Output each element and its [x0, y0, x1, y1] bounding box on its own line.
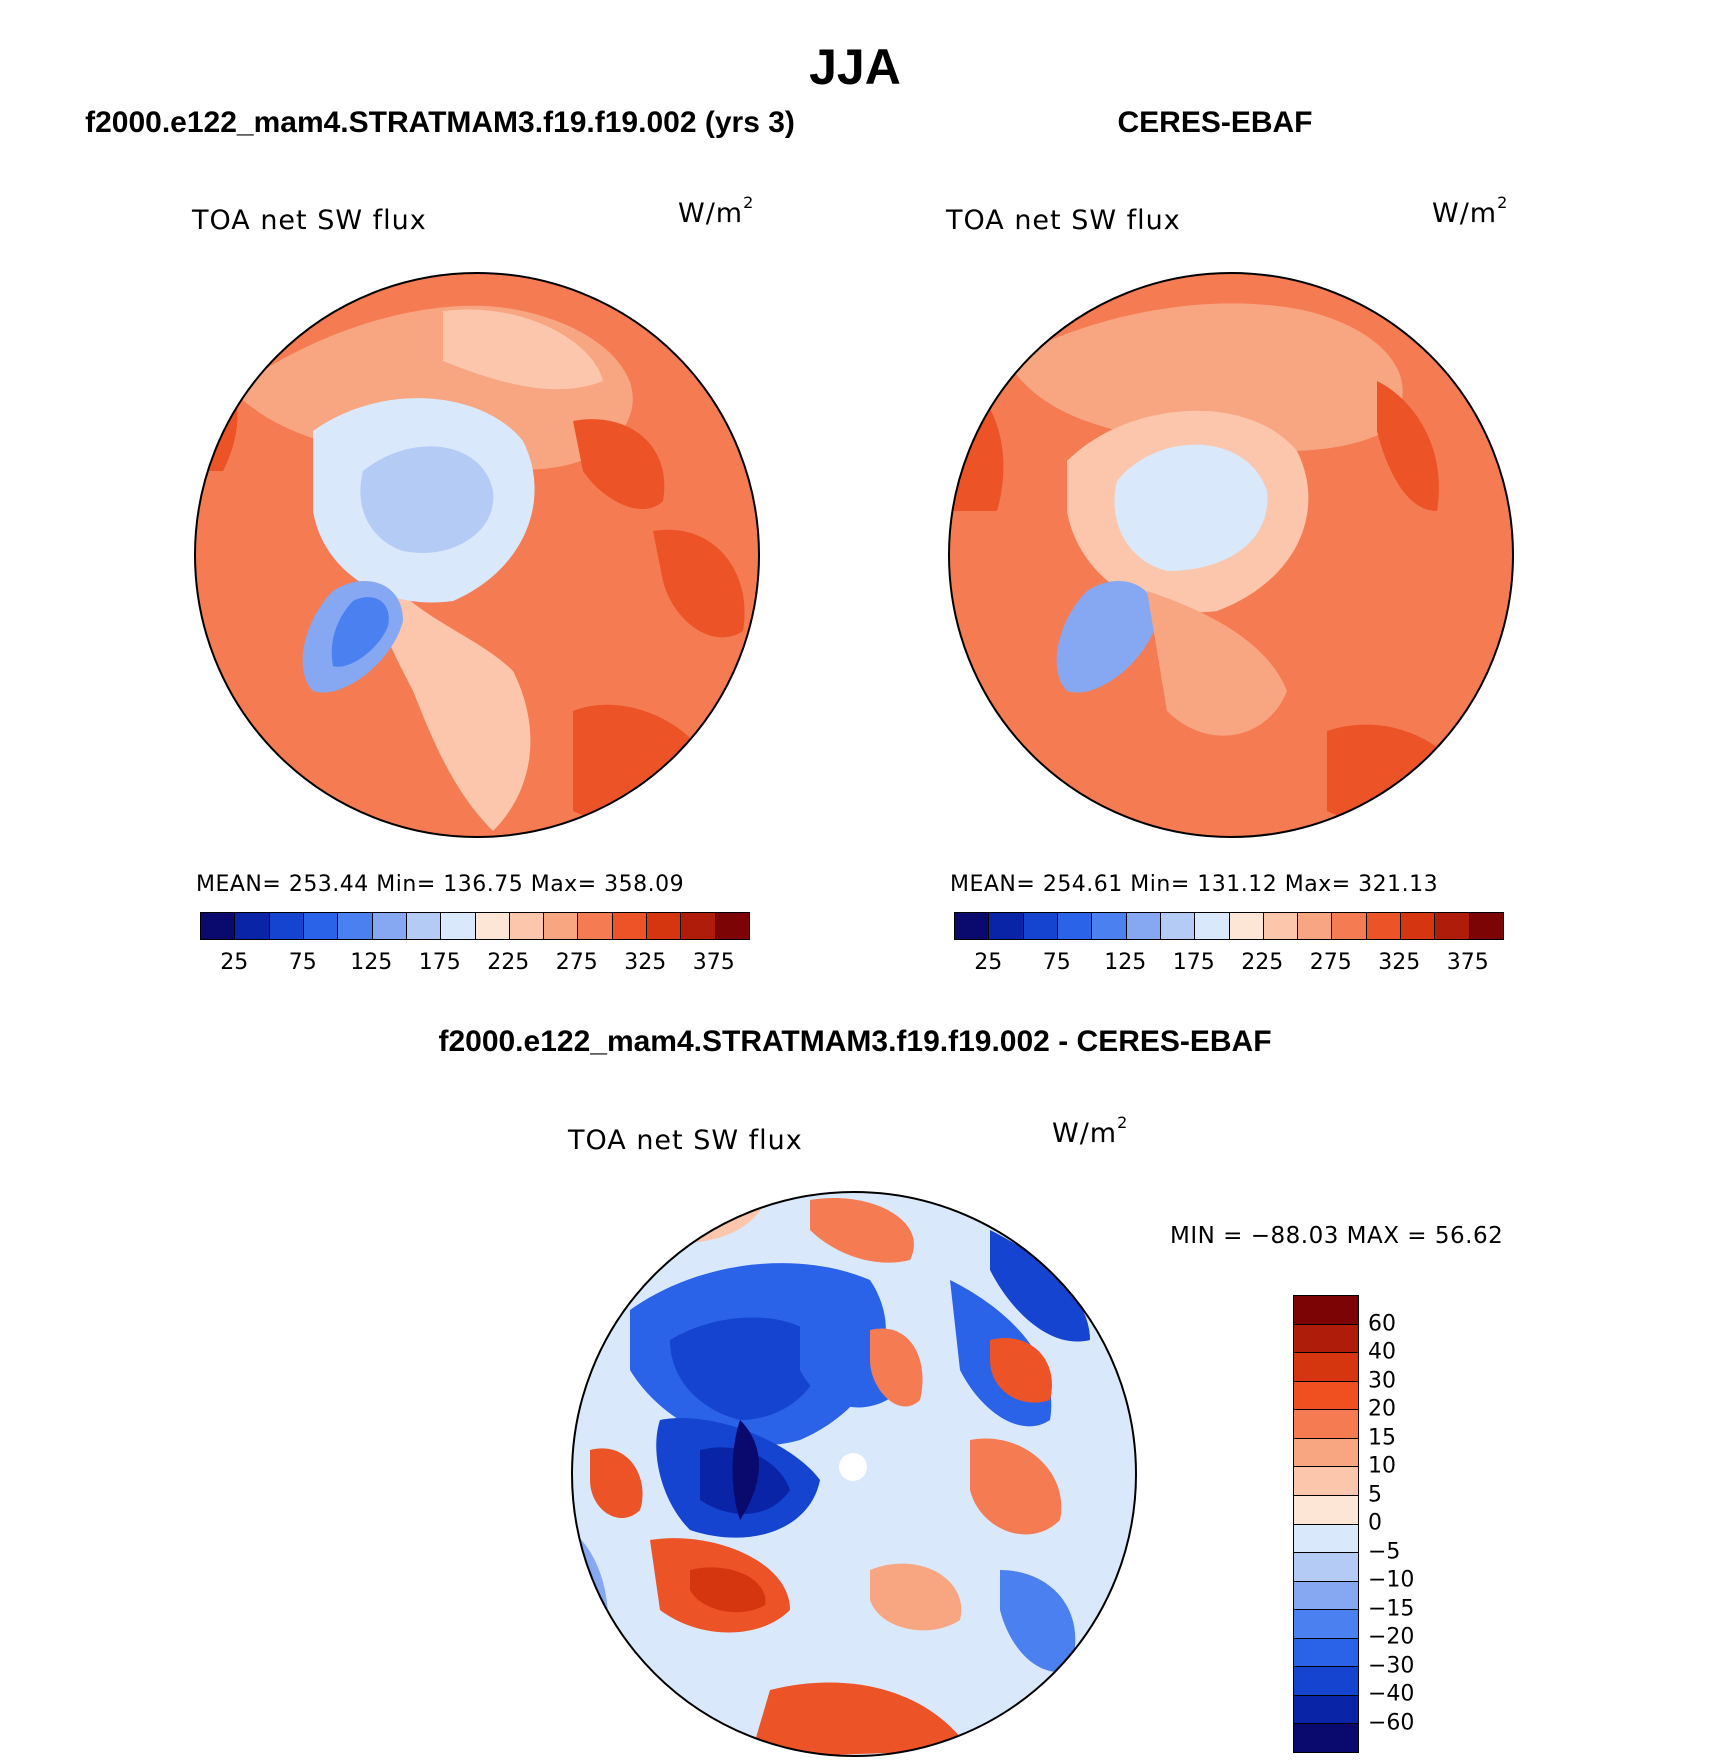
- diff-units-label: W/m2: [1052, 1113, 1129, 1149]
- colorbar-swatch: [1092, 913, 1127, 939]
- colorbar-tick-label: −10: [1368, 1567, 1415, 1593]
- colorbar-swatch: [1469, 913, 1503, 939]
- colorbar-tick-label: 275: [555, 950, 598, 975]
- colorbar-swatch: [1332, 913, 1367, 939]
- page-title: JJA: [809, 39, 901, 95]
- diff-stats: MIN = −88.03 MAX = 56.62: [1170, 1223, 1504, 1249]
- colorbar-tick-label: −20: [1368, 1624, 1415, 1650]
- colorbar-tick-label: 175: [418, 950, 461, 975]
- panel1-stats: MEAN= 253.44 Min= 136.75 Max= 358.09: [196, 872, 685, 897]
- colorbar-swatch: [372, 913, 407, 939]
- colorbar-swatch: [1294, 1495, 1358, 1525]
- colorbar-tick-label: 275: [1309, 950, 1352, 975]
- colorbar-swatch: [1023, 913, 1058, 939]
- colorbar-tick-label: 0: [1368, 1510, 1382, 1536]
- colorbar-swatch: [1294, 1467, 1358, 1496]
- colorbar-swatch: [1294, 1524, 1358, 1554]
- colorbar-swatch: [1294, 1638, 1358, 1668]
- colorbar-tick-label: 375: [1446, 950, 1489, 975]
- colorbar-swatch: [269, 913, 304, 939]
- colorbar-swatch: [1294, 1610, 1358, 1639]
- colorbar-swatch: [1160, 913, 1196, 939]
- colorbar-tick-label: 10: [1368, 1453, 1396, 1479]
- panel2-polar-map: [948, 272, 1514, 838]
- colorbar-swatch: [612, 913, 648, 939]
- diff-colorbar-ticks: 60 40 30 20 15 10 5 0 −5 −10 −15 −20 −30 −40 −60: [1368, 1295, 1468, 1751]
- colorbar-tick-label: 125: [350, 950, 393, 975]
- colorbar-swatch: [1294, 1324, 1358, 1354]
- colorbar-tick-label: 375: [692, 950, 735, 975]
- colorbar-tick-label: −5: [1368, 1539, 1401, 1564]
- colorbar-swatch: [955, 913, 990, 939]
- colorbar-tick-label: 40: [1368, 1339, 1396, 1365]
- colorbar-tick-label: 25: [220, 950, 249, 975]
- colorbar-swatch: [647, 913, 682, 939]
- colorbar-tick-label: −15: [1368, 1596, 1415, 1621]
- colorbar-swatch: [715, 913, 749, 939]
- colorbar-swatch: [1126, 913, 1161, 939]
- colorbar-swatch: [578, 913, 613, 939]
- colorbar-swatch: [1195, 913, 1230, 939]
- colorbar-tick-label: 30: [1368, 1368, 1396, 1393]
- panel1-polar-map: [194, 272, 760, 838]
- colorbar-swatch: [1294, 1353, 1358, 1382]
- colorbar-tick-label: 60: [1368, 1311, 1396, 1336]
- colorbar-swatch: [1294, 1438, 1358, 1468]
- colorbar-tick-label: −40: [1368, 1681, 1415, 1707]
- colorbar-tick-label: −60: [1368, 1710, 1415, 1735]
- colorbar-swatch: [1294, 1553, 1358, 1582]
- colorbar-swatch: [509, 913, 545, 939]
- colorbar-tick-label: 5: [1368, 1482, 1382, 1507]
- panel2-stats: MEAN= 254.61 Min= 131.12 Max= 321.13: [950, 872, 1439, 897]
- panel2-units-label: W/m2: [1432, 193, 1509, 229]
- diff-variable-label: TOA net SW flux: [568, 1125, 803, 1156]
- colorbar-swatch: [989, 913, 1024, 939]
- colorbar-swatch: [1294, 1667, 1358, 1696]
- colorbar-swatch: [1435, 913, 1470, 939]
- colorbar-swatch: [303, 913, 339, 939]
- diff-case-title: f2000.e122_mam4.STRATMAM3.f19.f19.002 - …: [438, 1025, 1272, 1058]
- colorbar-swatch: [1294, 1381, 1358, 1411]
- colorbar-swatch: [1294, 1724, 1358, 1752]
- panel2-colorbar: [954, 912, 1504, 940]
- colorbar-swatch: [1366, 913, 1402, 939]
- panel2-variable-label: TOA net SW flux: [946, 205, 1181, 236]
- colorbar-swatch: [1263, 913, 1299, 939]
- colorbar-swatch: [1294, 1695, 1358, 1725]
- diff-polar-map: [571, 1191, 1137, 1757]
- colorbar-tick-label: 225: [487, 950, 530, 975]
- panel1-units-label: W/m2: [678, 193, 755, 229]
- colorbar-swatch: [201, 913, 236, 939]
- colorbar-tick-label: 20: [1368, 1396, 1396, 1422]
- colorbar-swatch: [338, 913, 373, 939]
- colorbar-swatch: [1294, 1410, 1358, 1439]
- colorbar-tick-label: 75: [288, 950, 317, 975]
- colorbar-swatch: [1298, 913, 1333, 939]
- colorbar-tick-label: 175: [1172, 950, 1215, 975]
- colorbar-tick-label: −30: [1368, 1653, 1415, 1678]
- colorbar-tick-label: 125: [1104, 950, 1147, 975]
- colorbar-swatch: [406, 913, 442, 939]
- colorbar-swatch: [1294, 1581, 1358, 1611]
- colorbar-swatch: [544, 913, 579, 939]
- panel1-colorbar: [200, 912, 750, 940]
- colorbar-tick-label: 75: [1042, 950, 1071, 975]
- colorbar-swatch: [1229, 913, 1264, 939]
- colorbar-tick-label: 225: [1241, 950, 1284, 975]
- colorbar-swatch: [441, 913, 476, 939]
- colorbar-swatch: [235, 913, 270, 939]
- colorbar-swatch: [1057, 913, 1093, 939]
- colorbar-tick-label: 325: [624, 950, 667, 975]
- panel1-case-title: f2000.e122_mam4.STRATMAM3.f19.f19.002 (y…: [85, 106, 795, 139]
- colorbar-tick-label: 325: [1378, 950, 1421, 975]
- colorbar-swatch: [1294, 1296, 1358, 1325]
- colorbar-tick-label: 15: [1368, 1425, 1396, 1450]
- panel2-case-title: CERES-EBAF: [1117, 106, 1313, 139]
- panel1-variable-label: TOA net SW flux: [192, 205, 427, 236]
- colorbar-swatch: [1401, 913, 1436, 939]
- colorbar-swatch: [681, 913, 716, 939]
- colorbar-swatch: [475, 913, 510, 939]
- diff-colorbar: [1293, 1295, 1359, 1753]
- colorbar-tick-label: 25: [974, 950, 1003, 975]
